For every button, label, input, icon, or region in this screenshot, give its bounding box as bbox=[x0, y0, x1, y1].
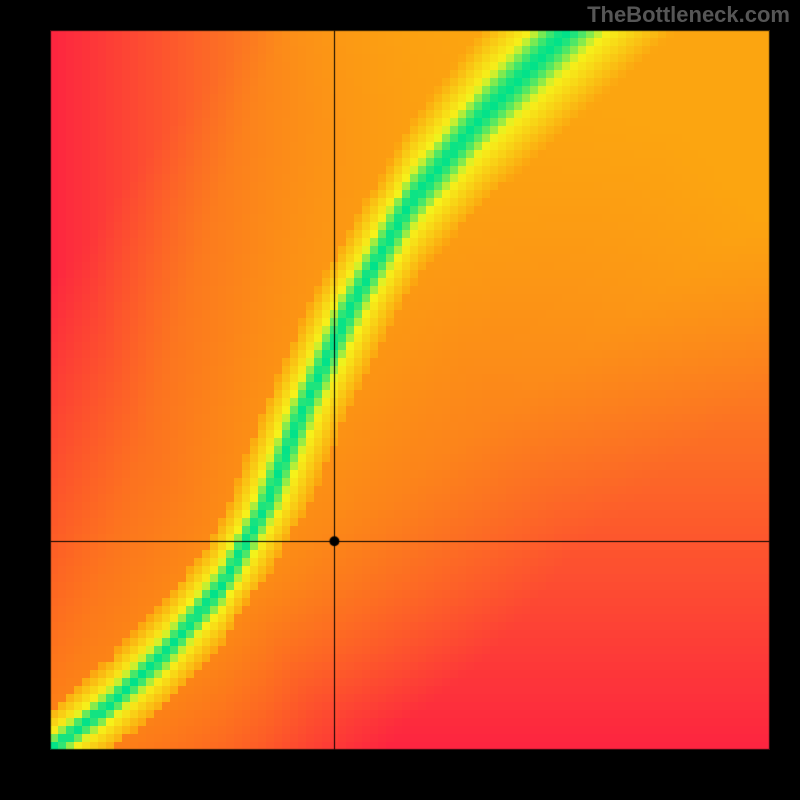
crosshair-overlay bbox=[0, 0, 800, 800]
chart-container: TheBottleneck.com bbox=[0, 0, 800, 800]
attribution-label: TheBottleneck.com bbox=[587, 2, 790, 28]
